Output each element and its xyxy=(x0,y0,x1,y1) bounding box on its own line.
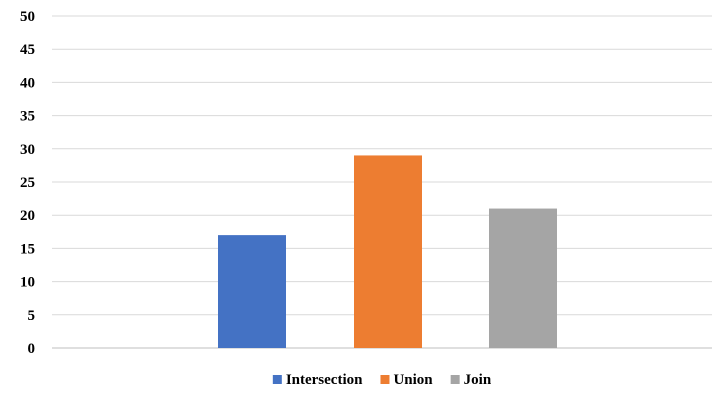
y-tick-label: 20 xyxy=(20,208,35,224)
bars xyxy=(218,155,557,348)
y-tick-label: 5 xyxy=(28,308,36,324)
legend-item-join: Join xyxy=(450,372,492,388)
legend-item-intersection: Intersection xyxy=(272,372,363,388)
y-tick-label: 50 xyxy=(20,9,35,25)
y-tick-label: 35 xyxy=(20,109,35,125)
legend-swatch-intersection xyxy=(272,375,282,384)
legend-swatch-union xyxy=(380,375,390,384)
bar-union xyxy=(354,155,422,348)
y-tick-label: 0 xyxy=(28,341,36,357)
legend-swatch-join xyxy=(450,375,460,384)
bar-intersection xyxy=(218,235,286,348)
legend-label-union: Union xyxy=(393,372,433,388)
legend-label-intersection: Intersection xyxy=(286,372,363,388)
y-tick-label: 25 xyxy=(20,175,35,191)
y-axis-tick-labels: 0 5 10 15 20 25 30 35 40 45 50 xyxy=(20,9,35,357)
y-tick-label: 15 xyxy=(20,241,35,257)
legend-label-join: Join xyxy=(464,372,492,388)
y-tick-label: 45 xyxy=(20,42,35,58)
legend-item-union: Union xyxy=(380,372,433,388)
y-tick-label: 40 xyxy=(20,75,35,91)
y-tick-label: 30 xyxy=(20,142,35,158)
bar-join xyxy=(489,208,557,348)
legend: Intersection Union Join xyxy=(272,372,492,388)
y-tick-label: 10 xyxy=(20,275,35,291)
